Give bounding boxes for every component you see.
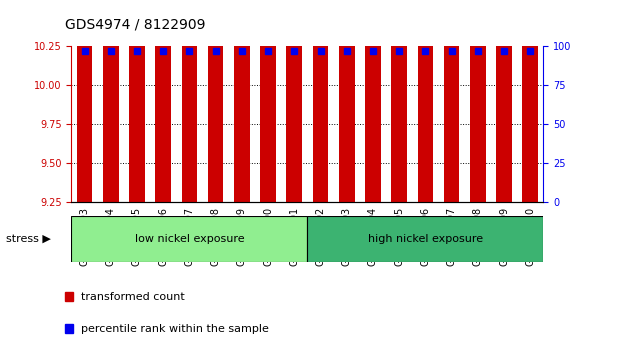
Bar (103, 0, 119, 202)
Text: high nickel exposure: high nickel exposure (368, 234, 483, 244)
Bar (155, 0, 171, 202)
Bar (339, 0, 355, 202)
Text: low nickel exposure: low nickel exposure (135, 234, 244, 244)
Bar (522, 0, 538, 202)
Bar (444, 0, 460, 202)
Text: percentile rank within the sample: percentile rank within the sample (81, 324, 269, 334)
Bar (181, 0, 197, 202)
Text: transformed count: transformed count (81, 292, 184, 302)
Bar (365, 0, 381, 202)
Bar (470, 0, 486, 202)
Bar (391, 0, 407, 202)
Bar (129, 0, 145, 202)
Bar (76, 0, 93, 202)
Bar (496, 0, 512, 202)
Bar (71, 216, 307, 262)
Bar (260, 0, 276, 202)
Bar (286, 0, 302, 202)
Text: stress ▶: stress ▶ (6, 234, 51, 244)
Bar (417, 0, 433, 202)
Text: GDS4974 / 8122909: GDS4974 / 8122909 (65, 18, 206, 32)
Bar (234, 0, 250, 202)
Bar (208, 0, 224, 202)
Bar (307, 216, 543, 262)
Bar (312, 0, 329, 202)
